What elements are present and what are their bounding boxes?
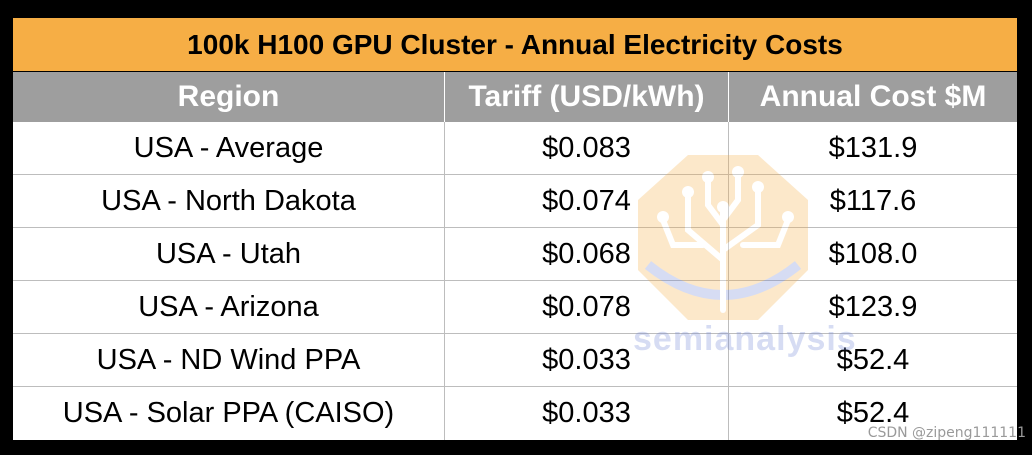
table-row: USA - ND Wind PPA $0.033 $52.4 [13, 334, 1017, 387]
table-row: USA - Solar PPA (CAISO) $0.033 $52.4 [13, 387, 1017, 440]
watermark-credit-text: CSDN @zipeng111111 [867, 425, 1026, 441]
table-row: USA - North Dakota $0.074 $117.6 [13, 175, 1017, 228]
annual-cost-cell: $108.0 [828, 237, 918, 270]
region-cell: USA - ND Wind PPA [13, 334, 445, 386]
table-title: 100k H100 GPU Cluster - Annual Electrici… [13, 18, 1017, 72]
tariff-cell: $0.033 [445, 387, 729, 440]
region-cell: USA - North Dakota [13, 175, 445, 227]
annual-cost-cell: $52.4 [836, 397, 910, 429]
header-row: Region Tariff (USD/kWh) Annual Cost $M [13, 72, 1017, 122]
tariff-cell: $0.068 [445, 228, 729, 280]
region-cell: USA - Solar PPA (CAISO) [13, 387, 445, 440]
tariff-cell: $0.083 [445, 122, 729, 174]
column-header-tariff: Tariff (USD/kWh) [445, 72, 729, 122]
region-cell: USA - Utah [13, 228, 445, 280]
tariff-cell: $0.033 [445, 334, 729, 386]
annual-cost-cell: $117.6 [829, 184, 917, 217]
region-cell: USA - Arizona [13, 281, 445, 333]
region-cell: USA - Average [13, 122, 445, 174]
table-row: USA - Average $0.083 $131.9 [13, 122, 1017, 175]
tariff-cell: $0.074 [445, 175, 729, 227]
table-row: USA - Arizona $0.078 $123.9 [13, 281, 1017, 334]
annual-cost-cell: $123.9 [828, 290, 918, 323]
annual-cost-cell: $131.9 [828, 131, 918, 164]
table-row: USA - Utah $0.068 $108.0 [13, 228, 1017, 281]
annual-cost-cell: $52.4 [836, 343, 910, 376]
tariff-cell: $0.078 [445, 281, 729, 333]
column-header-region: Region [13, 72, 445, 122]
table-body: USA - Average $0.083 $131.9 USA - North … [13, 122, 1017, 440]
cost-table: 100k H100 GPU Cluster - Annual Electrici… [13, 18, 1017, 440]
column-header-annual-cost: Annual Cost $M [759, 80, 987, 113]
